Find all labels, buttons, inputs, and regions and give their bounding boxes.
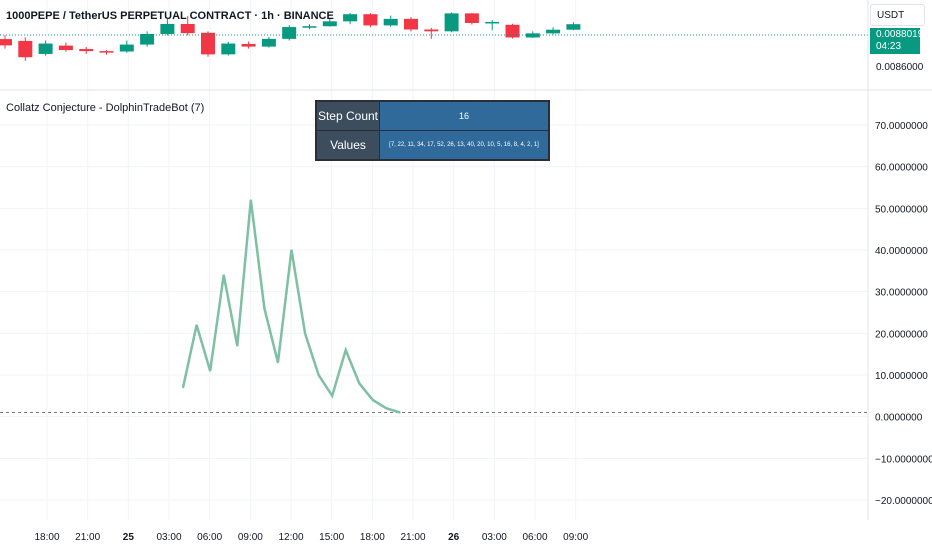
candle-body — [180, 23, 195, 34]
last-price-badge: 0.0088019 04:23 — [870, 28, 924, 54]
bar-countdown: 04:23 — [876, 41, 902, 52]
series-point — [399, 411, 401, 414]
chart-title: 1000PEPE / TetherUS PERPETUAL CONTRACT ·… — [6, 10, 334, 22]
candle-body — [363, 14, 378, 26]
series-point — [250, 199, 252, 201]
candle-body — [221, 43, 236, 55]
candle-body — [302, 26, 317, 28]
x-tick-label: 06:00 — [522, 532, 547, 543]
candle-body — [160, 23, 175, 34]
candle-body — [261, 38, 276, 47]
x-tick-label: 03:00 — [156, 532, 181, 543]
y-tick-label: 0.0000000 — [875, 413, 923, 424]
price-axis-label: 0.0086000 — [876, 62, 924, 73]
candle-body — [38, 43, 53, 54]
candle-body — [322, 21, 337, 27]
candle-body — [18, 40, 33, 58]
candle-body — [424, 29, 439, 32]
candle-body — [525, 33, 540, 38]
indicator-price-axis[interactable]: 70.0000000 60.0000000 50.0000000 40.0000000… — [875, 121, 932, 507]
y-tick-label: 30.0000000 — [875, 288, 928, 299]
candle-body — [0, 39, 12, 46]
series-point — [331, 395, 333, 397]
series-point — [277, 361, 279, 364]
time-axis[interactable]: 18:00 21:00 25 03:00 06:00 09:00 12:00 15:00 18:… — [34, 532, 588, 543]
series-point — [222, 274, 225, 276]
series-point — [290, 249, 293, 251]
step-count-label: Step Count — [315, 100, 380, 131]
candle-body — [79, 49, 94, 52]
y-tick-label: 70.0000000 — [875, 121, 928, 132]
x-tick-label: 25 — [123, 532, 135, 543]
x-tick-label: 21:00 — [400, 532, 425, 543]
series-point — [358, 382, 361, 385]
x-tick-label: 03:00 — [482, 532, 507, 543]
candle-body — [282, 27, 297, 39]
candle-body — [505, 24, 520, 38]
y-tick-label: 40.0000000 — [875, 246, 928, 257]
indicator-title[interactable]: Collatz Conjecture - DolphinTradeBot (7) — [6, 102, 205, 114]
candle-body — [485, 21, 500, 24]
x-tick-label: 18:00 — [360, 532, 385, 543]
table-row: Step Count 16 — [315, 100, 550, 131]
series-point — [263, 307, 266, 310]
series-point — [209, 370, 211, 372]
series-point — [344, 349, 347, 351]
collatz-info-table: Step Count 16 Values [7, 22, 11, 34, 17,… — [315, 100, 550, 161]
candle-body — [119, 44, 134, 52]
x-tick-label: 09:00 — [238, 532, 263, 543]
table-row: Values [7, 22, 11, 34, 17, 52, 26, 13, 4… — [315, 130, 550, 161]
y-tick-label: 10.0000000 — [875, 371, 928, 382]
step-count-value: 16 — [379, 100, 550, 131]
series-point — [182, 386, 184, 389]
currency-selector[interactable]: USDT — [870, 4, 925, 26]
series-point — [385, 407, 388, 410]
x-tick-label: 21:00 — [75, 532, 100, 543]
candle-body — [140, 33, 155, 45]
values-label: Values — [315, 130, 380, 161]
series-point — [372, 399, 374, 401]
grid-lines — [0, 0, 868, 520]
series-point — [317, 374, 320, 376]
candle-body — [99, 51, 114, 53]
x-tick-label: 26 — [448, 532, 460, 543]
x-tick-label: 18:00 — [34, 532, 59, 543]
candle-body — [343, 14, 358, 22]
y-tick-label: −10.0000000 — [875, 454, 932, 465]
y-tick-label: −20.0000000 — [875, 496, 932, 507]
series-point — [304, 332, 306, 335]
y-tick-label: 20.0000000 — [875, 329, 928, 340]
series-point — [195, 324, 198, 326]
candle-body — [444, 13, 459, 32]
x-tick-label: 15:00 — [319, 532, 344, 543]
candle-body — [383, 18, 398, 26]
series-point — [236, 345, 239, 347]
last-price-value: 0.0088019 — [876, 29, 924, 40]
y-tick-label: 60.0000000 — [875, 163, 928, 174]
candle-body — [404, 18, 418, 30]
candle-body — [546, 29, 561, 34]
x-tick-label: 06:00 — [197, 532, 222, 543]
y-tick-label: 50.0000000 — [875, 204, 928, 215]
candle-body — [566, 24, 581, 30]
collatz-line-series — [181, 199, 401, 414]
values-list: [7, 22, 11, 34, 17, 52, 26, 13, 40, 20, … — [379, 130, 550, 161]
x-tick-label: 12:00 — [278, 532, 303, 543]
candle-body — [58, 45, 73, 51]
candle-body — [464, 13, 479, 23]
candle-body — [201, 32, 215, 55]
candle-body — [241, 43, 256, 47]
candlestick-series — [0, 12, 581, 61]
x-tick-label: 09:00 — [563, 532, 588, 543]
